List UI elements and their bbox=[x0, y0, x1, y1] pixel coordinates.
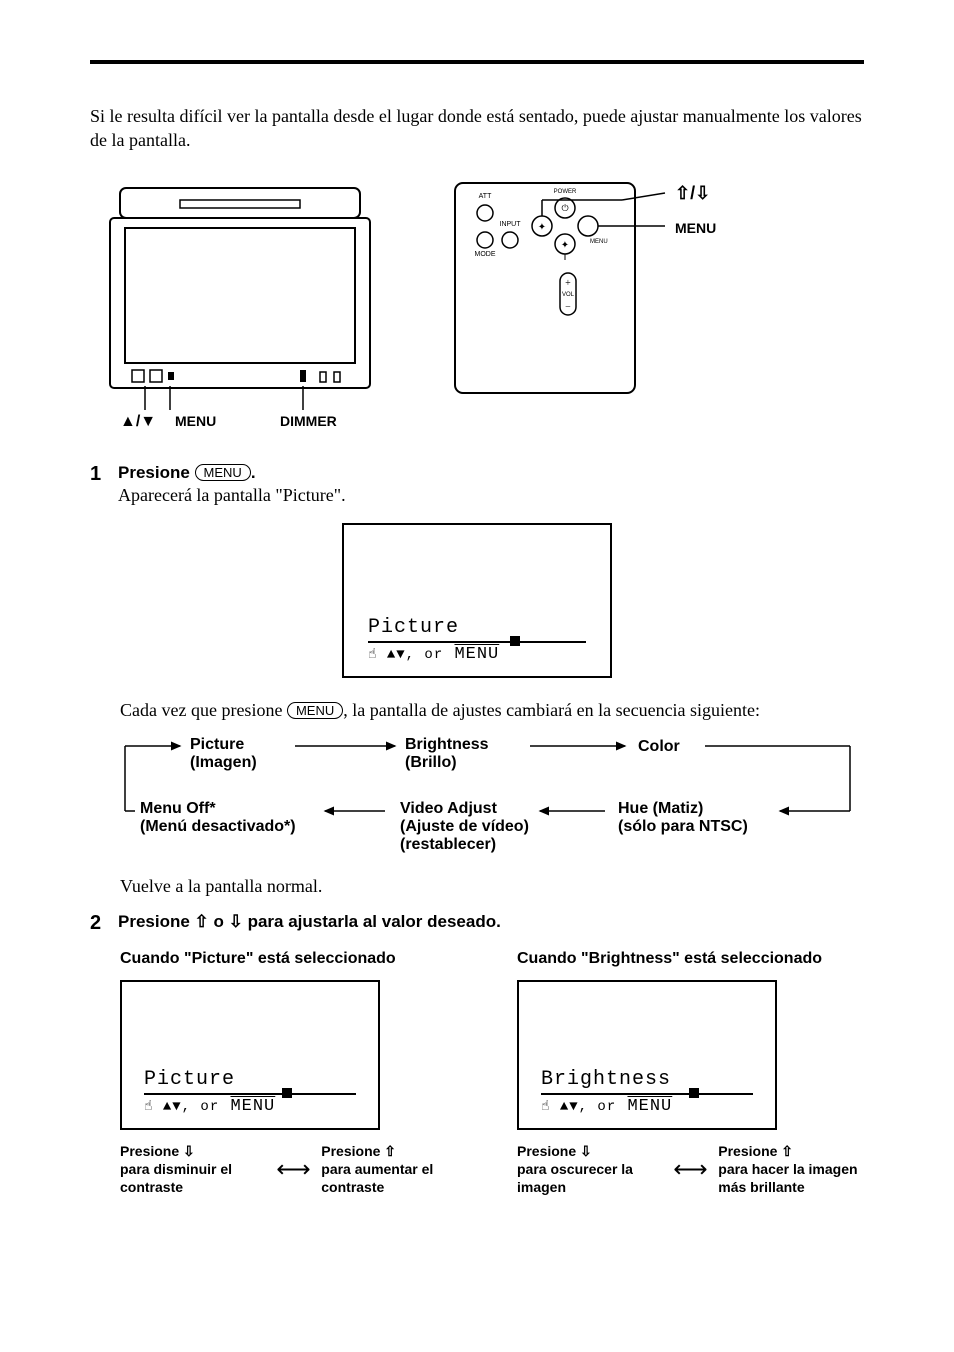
screen-dimmer-label: DIMMER bbox=[280, 413, 337, 429]
screen-menu-label: MENU bbox=[175, 413, 216, 429]
col-a: Cuando "Picture" está seleccionado Pictu… bbox=[120, 950, 467, 1197]
svg-text:ATT: ATT bbox=[479, 193, 492, 200]
svg-text:MENU: MENU bbox=[590, 239, 608, 245]
two-col: Cuando "Picture" está seleccionado Pictu… bbox=[120, 950, 864, 1197]
top-rule bbox=[90, 60, 864, 64]
flow-r2c2-l1: Video Adjust bbox=[400, 800, 498, 817]
colB-bottom-pre: ☝ ▲▼, or bbox=[541, 1098, 616, 1115]
step-2: 2 Presione ⇧ o ⇩ para ajustarla al valor… bbox=[90, 912, 864, 935]
remote-diagram: ATT MODE INPUT ⏻ POWER ✦ ✦ MENU + VOL − bbox=[450, 178, 864, 433]
svg-text:VOL: VOL bbox=[562, 292, 575, 298]
flow-r2c3-l1: Hue (Matiz) bbox=[618, 800, 703, 817]
seq-intro: Cada vez que presione MENU, la pantalla … bbox=[120, 698, 864, 723]
colB-lcd-bottom: ☝ ▲▼, or MENU bbox=[541, 1097, 763, 1116]
seq-intro-post: , la pantalla de ajustes cambiará en la … bbox=[343, 700, 760, 720]
flow-r2c1-l1: Menu Off* bbox=[140, 800, 216, 817]
svg-text:POWER: POWER bbox=[554, 189, 577, 195]
step1-title-post: . bbox=[251, 463, 256, 482]
intro-text: Si le resulta difícil ver la pantalla de… bbox=[90, 104, 864, 153]
remote-svg: ATT MODE INPUT ⏻ POWER ✦ ✦ MENU + VOL − bbox=[450, 178, 670, 398]
colA-lcd: Picture ☝ ▲▼, or MENU bbox=[120, 980, 380, 1130]
menu-pill-1: MENU bbox=[195, 464, 251, 482]
step2-num: 2 bbox=[90, 912, 114, 935]
colB-lcd-bar bbox=[541, 1093, 753, 1095]
colA-right: Presione ⇧ para aumentar el contraste bbox=[321, 1142, 467, 1197]
lcd1-bottom-menu: MENU bbox=[454, 645, 499, 664]
colA-lcd-bar bbox=[144, 1093, 356, 1095]
svg-text:MODE: MODE bbox=[475, 251, 496, 258]
svg-text:✦: ✦ bbox=[538, 222, 546, 233]
double-arrow-icon-2: ⟷ bbox=[673, 1155, 707, 1184]
flow-r1c2-l2: (Brillo) bbox=[405, 754, 457, 771]
remote-menu-label: MENU bbox=[675, 220, 716, 236]
screen-updown-label: ▲/▼ bbox=[120, 413, 156, 431]
seq-intro-pre: Cada vez que presione bbox=[120, 700, 287, 720]
flow-diagram: Picture (Imagen) Brightness (Brillo) Col… bbox=[120, 731, 834, 866]
menu-pill-2: MENU bbox=[287, 702, 343, 720]
colA-lcd-title: Picture bbox=[144, 1068, 366, 1091]
colB-right: Presione ⇧ para hacer la imagen más bril… bbox=[718, 1142, 864, 1197]
step2-title: Presione ⇧ o ⇩ para ajustarla al valor d… bbox=[118, 912, 501, 931]
colA-lcd-bottom: ☝ ▲▼, or MENU bbox=[144, 1097, 366, 1116]
colB-left: Presione ⇩ para oscurecer la imagen bbox=[517, 1142, 663, 1197]
lcd1-bar bbox=[368, 641, 586, 643]
lcd1-title: Picture bbox=[368, 616, 596, 639]
step1-num: 1 bbox=[90, 463, 114, 486]
flow-r1c2-l1: Brightness bbox=[405, 736, 489, 753]
colA-right-l2: para aumentar el contraste bbox=[321, 1160, 467, 1196]
lcd1-bottom: ☝ ▲▼, or MENU bbox=[368, 645, 596, 664]
colA-bottom-menu: MENU bbox=[230, 1097, 275, 1116]
screen-diagram: ▲/▼ MENU DIMMER bbox=[90, 178, 390, 433]
colA-marker bbox=[282, 1088, 292, 1098]
diagrams-row: ▲/▼ MENU DIMMER ATT MODE INPUT ⏻ POWER ✦… bbox=[90, 178, 864, 433]
colB-lcd-title: Brightness bbox=[541, 1068, 763, 1091]
flow-r1c1-l2: (Imagen) bbox=[190, 754, 257, 771]
double-arrow-icon: ⟷ bbox=[276, 1155, 310, 1184]
colB-bottom-menu: MENU bbox=[627, 1097, 672, 1116]
colB-under: Presione ⇩ para oscurecer la imagen ⟷ Pr… bbox=[517, 1142, 864, 1197]
colB-right-l1: Presione ⇧ bbox=[718, 1142, 864, 1160]
return-text: Vuelve a la pantalla normal. bbox=[120, 876, 864, 897]
colB-title: Cuando "Brightness" está seleccionado bbox=[517, 950, 864, 968]
colB-left-l1: Presione ⇩ bbox=[517, 1142, 663, 1160]
flow-r1c3: Color bbox=[638, 738, 680, 755]
colA-title: Cuando "Picture" está seleccionado bbox=[120, 950, 467, 968]
screen-svg bbox=[90, 178, 390, 428]
flow-svg: Picture (Imagen) Brightness (Brillo) Col… bbox=[120, 731, 860, 861]
flow-r1c1-l1: Picture bbox=[190, 736, 244, 753]
colA-right-l1: Presione ⇧ bbox=[321, 1142, 467, 1160]
colB-left-l2: para oscurecer la imagen bbox=[517, 1160, 663, 1196]
remote-updown-label: ⇧/⇩ bbox=[675, 183, 710, 204]
step-1: 1 Presione MENU. Aparecerá la pantalla "… bbox=[90, 463, 864, 508]
lcd1-marker bbox=[510, 636, 520, 646]
colB-right-l2: para hacer la imagen más brillante bbox=[718, 1160, 864, 1196]
colA-left: Presione ⇩ para disminuir el contraste bbox=[120, 1142, 266, 1197]
flow-r2c1-l2: (Menú desactivado*) bbox=[140, 818, 296, 835]
colB-marker bbox=[689, 1088, 699, 1098]
step1-desc: Aparecerá la pantalla "Picture". bbox=[118, 483, 862, 508]
colA-bottom-pre: ☝ ▲▼, or bbox=[144, 1098, 219, 1115]
flow-r2c2-l3: (restablecer) bbox=[400, 836, 496, 853]
colA-left-l2: para disminuir el contraste bbox=[120, 1160, 266, 1196]
svg-text:−: − bbox=[565, 302, 571, 313]
flow-r2c3-l2: (sólo para NTSC) bbox=[618, 818, 748, 835]
col-b: Cuando "Brightness" está seleccionado Br… bbox=[517, 950, 864, 1197]
flow-r2c2-l2: (Ajuste de vídeo) bbox=[400, 818, 529, 835]
colB-lcd: Brightness ☝ ▲▼, or MENU bbox=[517, 980, 777, 1130]
lcd1-bottom-pre: ☝ ▲▼, or bbox=[368, 646, 443, 663]
step1-title-pre: Presione bbox=[118, 463, 195, 482]
lcd-picture: Picture ☝ ▲▼, or MENU bbox=[342, 523, 612, 678]
svg-text:⏻: ⏻ bbox=[561, 203, 568, 213]
colA-left-l1: Presione ⇩ bbox=[120, 1142, 266, 1160]
svg-text:INPUT: INPUT bbox=[500, 221, 522, 228]
colA-under: Presione ⇩ para disminuir el contraste ⟷… bbox=[120, 1142, 467, 1197]
svg-text:✦: ✦ bbox=[561, 240, 569, 251]
svg-text:+: + bbox=[565, 278, 571, 289]
